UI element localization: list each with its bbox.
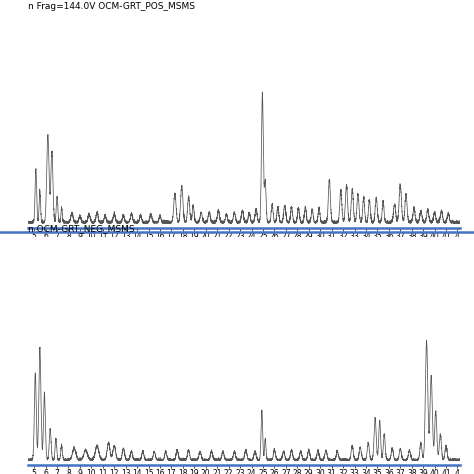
X-axis label: Response vs. Acquisition Time (min): Response vs. Acquisition Time (min) [158,244,330,253]
Text: n Frag=144.0V OCM-GRT_POS_MSMS: n Frag=144.0V OCM-GRT_POS_MSMS [28,2,195,11]
Text: n OCM-GRT_NEG_MSMS: n OCM-GRT_NEG_MSMS [28,224,135,233]
